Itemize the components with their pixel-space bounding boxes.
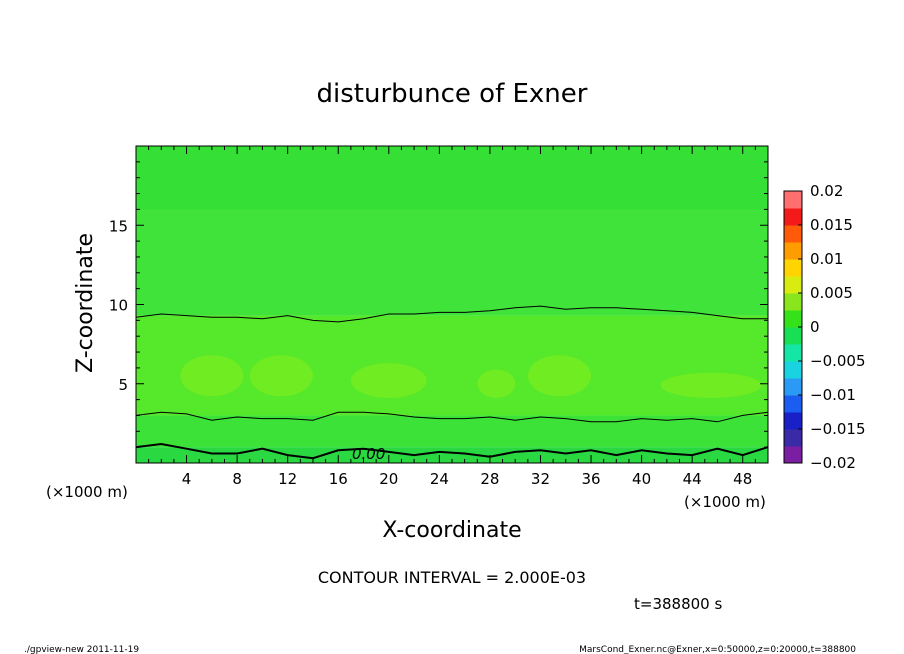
field-patch-4	[527, 355, 592, 397]
field-band-3	[136, 415, 768, 448]
y-tick-label-2: 15	[109, 217, 128, 235]
field-patch-1	[249, 355, 313, 397]
colorbar-segment-0	[784, 446, 802, 464]
x-axis-label: X-coordinate	[382, 518, 521, 543]
field-patch-5	[660, 372, 762, 399]
x-tick-label-8: 36	[581, 470, 600, 488]
x-tick-label-6: 28	[480, 470, 499, 488]
field-band-2	[136, 315, 768, 416]
colorbar-tick-label-5: −0.005	[810, 352, 866, 370]
colorbar-tick-label-0: 0.02	[810, 182, 843, 200]
colorbar-segment-12	[784, 242, 802, 260]
x-unit-right: (×1000 m)	[684, 493, 766, 511]
colorbar-tick-label-1: 0.015	[810, 216, 853, 234]
chart-title: disturbunce of Exner	[317, 79, 588, 109]
x-tick-label-0: 4	[182, 470, 192, 488]
x-tick-label-1: 8	[232, 470, 242, 488]
y-tick-label-0: 5	[118, 376, 128, 394]
field-patch-3	[477, 369, 516, 399]
footer-left: ./gpview-new 2011-11-19	[24, 645, 139, 654]
contour-line-1	[136, 411, 768, 423]
contour-label: 0.00	[352, 445, 385, 463]
x-axis-ticks: 4 8 12 16 20 24 28 32 36 40 44 48	[148, 146, 756, 488]
x-tick-label-3: 16	[329, 470, 348, 488]
field-patch-0	[180, 355, 244, 397]
x-tick-label-5: 24	[430, 470, 449, 488]
x-tick-label-11: 48	[733, 470, 752, 488]
x-tick-label-2: 12	[278, 470, 297, 488]
colorbar-segment-8	[784, 310, 802, 328]
colorbar-segment-1	[784, 429, 802, 447]
footer-right: MarsCond_Exner.nc@Exner,x=0:50000,z=0:20…	[579, 645, 856, 654]
contour-line-0	[136, 305, 768, 323]
y-tick-label-1: 10	[109, 297, 128, 315]
field-patch-2	[350, 363, 427, 399]
x-tick-label-10: 44	[683, 470, 702, 488]
contour-line-2	[136, 442, 768, 460]
colorbar-tick-label-4: 0	[810, 318, 820, 336]
contour-lines	[136, 305, 768, 460]
field-band-4	[136, 447, 768, 463]
colorbar-tick-label-3: 0.005	[810, 284, 853, 302]
colorbar-segment-9	[784, 293, 802, 311]
colorbar-segment-15	[784, 191, 802, 209]
colorbar-segment-13	[784, 225, 802, 243]
colorbar	[783, 190, 803, 464]
colorbar-tick-label-8: −0.02	[810, 454, 856, 472]
time-label: t=388800 s	[634, 595, 722, 613]
colorbar-segment-14	[784, 208, 802, 226]
colorbar-segment-4	[784, 378, 802, 396]
plot-area	[136, 146, 768, 463]
colorbar-tick-label-6: −0.01	[810, 386, 856, 404]
x-unit-left: (×1000 m)	[46, 483, 128, 501]
field-band-1	[136, 146, 768, 210]
colorbar-segment-7	[784, 327, 802, 345]
x-tick-label-9: 40	[632, 470, 651, 488]
contour-interval: CONTOUR INTERVAL = 2.000E-03	[318, 568, 586, 587]
colorbar-tick-label-2: 0.01	[810, 250, 843, 268]
y-axis-label: Z-coordinate	[73, 233, 98, 373]
colorbar-segment-11	[784, 259, 802, 277]
field-bands	[136, 146, 768, 463]
colorbar-segment-2	[784, 412, 802, 430]
x-tick-label-4: 20	[379, 470, 398, 488]
colorbar-ticks: 0.02 0.015 0.01 0.005 0 −0.005 −0.01 −0.015 −0.0…	[798, 182, 866, 472]
colorbar-tick-label-7: −0.015	[810, 420, 866, 438]
y-axis-ticks: 5 10 15	[109, 161, 768, 448]
colorbar-segment-3	[784, 395, 802, 413]
x-tick-label-7: 32	[531, 470, 550, 488]
colorbar-segment-5	[784, 361, 802, 379]
colorbar-segment-10	[784, 276, 802, 294]
field-patches	[180, 355, 762, 399]
colorbar-segment-6	[784, 344, 802, 362]
